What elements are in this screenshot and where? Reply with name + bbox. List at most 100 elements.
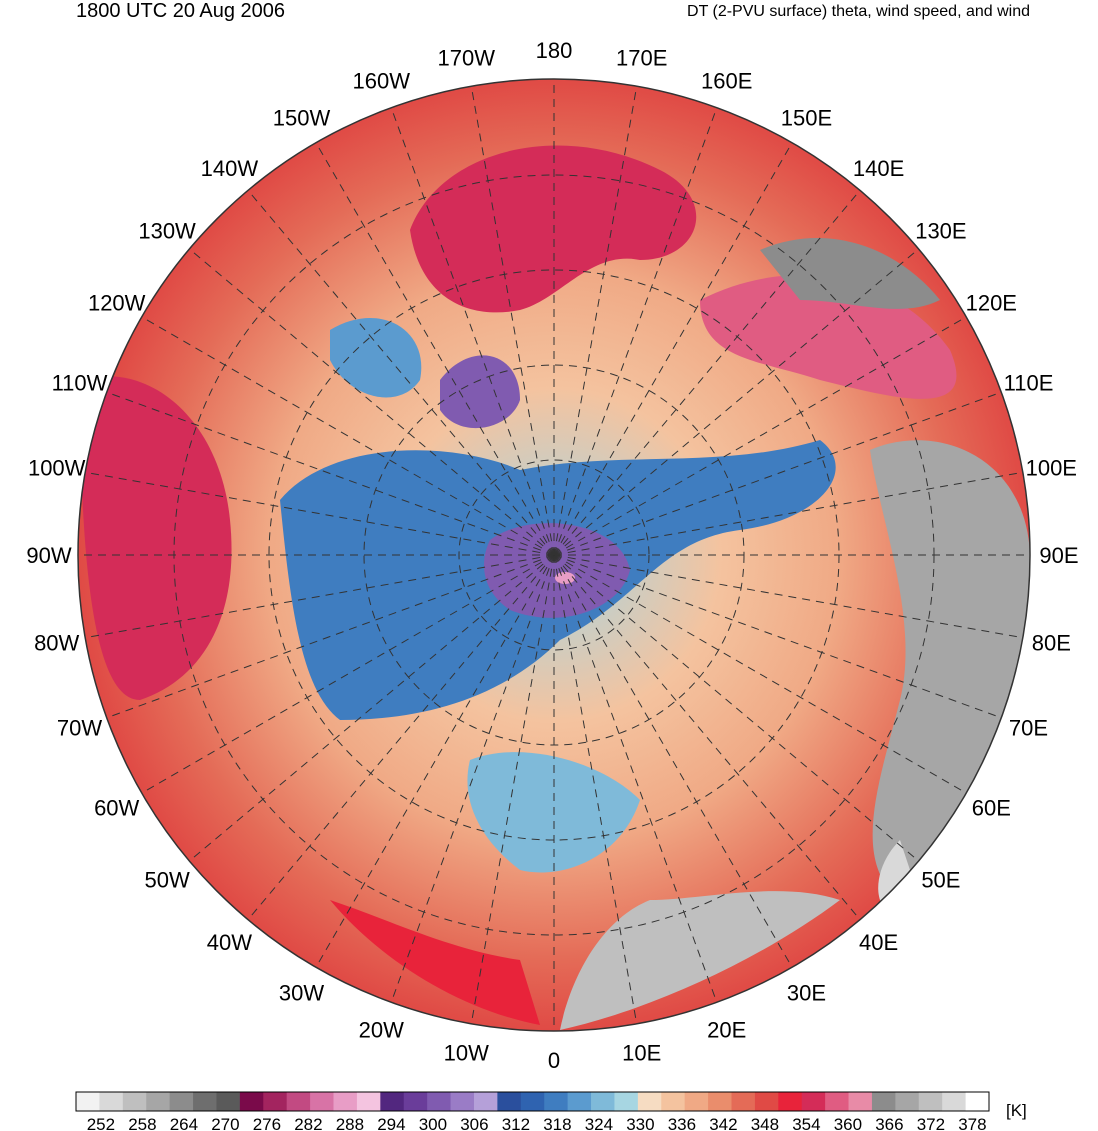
colorbar-swatch <box>708 1092 732 1111</box>
colorbar-swatch <box>918 1092 943 1111</box>
meridian-line <box>85 554 555 639</box>
colorbar-tick-label: 378 <box>958 1115 986 1131</box>
colorbar-tick-label: 348 <box>751 1115 779 1131</box>
colorbar-swatch <box>942 1092 967 1111</box>
meridian-line <box>553 554 718 1003</box>
colorbar-swatch <box>614 1092 639 1111</box>
colorbar-swatch <box>778 1092 803 1111</box>
meridian-line <box>553 554 638 1024</box>
colorbar-tick-label: 264 <box>170 1115 198 1131</box>
colorbar-tick-label: 324 <box>585 1115 613 1131</box>
longitude-labels: 180 170E 160E 150E 140E 130E 120E 110E 100E 90E 80… <box>26 38 1078 1073</box>
colorbar-tick-label: 294 <box>377 1115 405 1131</box>
longitude-label: 70E <box>1009 716 1048 741</box>
colorbar-tick-label: 342 <box>709 1115 737 1131</box>
colorbar-swatch <box>333 1092 358 1111</box>
longitude-label: 60W <box>94 796 139 821</box>
longitude-label: 170W <box>438 46 496 71</box>
colorbar-swatch <box>965 1092 990 1111</box>
colorbar-swatch <box>754 1092 779 1111</box>
map-grid <box>78 79 1030 1031</box>
longitude-label: 110W <box>52 370 108 395</box>
meridian-line <box>247 190 555 556</box>
meridian-line <box>553 554 1002 719</box>
meridian-line <box>553 554 861 920</box>
colorbar-swatch <box>450 1092 475 1111</box>
longitude-label: 50W <box>144 868 189 893</box>
longitude-label: 60E <box>972 796 1011 821</box>
meridian-line <box>141 554 555 794</box>
colorbar-swatch <box>169 1092 194 1111</box>
colorbar <box>76 1092 990 1111</box>
longitude-label: 90E <box>1039 543 1078 568</box>
colorbar-tick-label: 270 <box>211 1115 239 1131</box>
colorbar-tick-label: 366 <box>875 1115 903 1131</box>
valid-time-label: 1800 UTC 20 Aug 2006 <box>76 0 286 22</box>
meridian-line <box>470 554 555 1024</box>
colorbar-unit: [K] <box>1006 1101 1027 1120</box>
colorbar-swatch <box>356 1092 381 1111</box>
colorbar-swatch <box>403 1092 428 1111</box>
colorbar-swatch <box>427 1092 452 1111</box>
longitude-label: 100E <box>1026 455 1077 480</box>
longitude-label: 70W <box>57 716 102 741</box>
colorbar-swatch <box>895 1092 920 1111</box>
longitude-label: 30W <box>279 980 324 1005</box>
meridian-line <box>553 391 1002 556</box>
colorbar-tick-label: 258 <box>128 1115 156 1131</box>
meridian-line <box>553 471 1023 556</box>
colorbar-tick-label: 372 <box>917 1115 945 1131</box>
longitude-label: 10E <box>622 1040 661 1065</box>
meridian-line <box>390 554 555 1003</box>
meridian-line <box>315 142 555 556</box>
colorbar-swatch <box>239 1092 264 1111</box>
meridian-line <box>390 107 555 556</box>
colorbar-swatch <box>99 1092 124 1111</box>
colorbar-swatch <box>473 1092 498 1111</box>
colorbar-tick-label: 354 <box>792 1115 820 1131</box>
meridian-line <box>189 248 555 556</box>
longitude-label: 100W <box>28 455 86 480</box>
longitude-label: 140E <box>853 156 904 181</box>
longitude-label: 130E <box>915 218 966 243</box>
colorbar-swatch <box>848 1092 873 1111</box>
meridian-line <box>470 86 555 556</box>
longitude-label: 40E <box>859 930 898 955</box>
longitude-label: 10W <box>444 1040 489 1065</box>
longitude-label: 140W <box>201 156 259 181</box>
colorbar-swatch <box>520 1092 545 1111</box>
longitude-label: 90W <box>26 543 71 568</box>
longitude-label: 80E <box>1032 631 1071 656</box>
colorbar-tick-label: 360 <box>834 1115 862 1131</box>
meridian-line <box>141 316 555 556</box>
colorbar-swatch <box>216 1092 241 1111</box>
meridian-line <box>315 554 555 968</box>
longitude-label: 20E <box>707 1018 746 1043</box>
colorbar-swatch <box>193 1092 217 1111</box>
longitude-label: 160E <box>701 69 752 94</box>
colorbar-swatch <box>146 1092 171 1111</box>
meridian-line <box>553 554 1023 639</box>
colorbar-tick-label: 336 <box>668 1115 696 1131</box>
colorbar-swatch <box>871 1092 896 1111</box>
longitude-label: 180 <box>536 38 573 63</box>
colorbar-tick-label: 306 <box>460 1115 488 1131</box>
colorbar-tick-label: 318 <box>543 1115 571 1131</box>
longitude-label: 150E <box>781 106 832 131</box>
longitude-label: 160W <box>353 69 411 94</box>
meridian-line <box>85 471 555 556</box>
longitude-label: 110E <box>1004 370 1054 395</box>
longitude-label: 120W <box>88 291 146 316</box>
colorbar-swatch <box>731 1092 756 1111</box>
longitude-label: 40W <box>207 930 252 955</box>
meridian-line <box>553 190 861 556</box>
longitude-label: 50E <box>921 868 960 893</box>
colorbar-tick-label: 288 <box>336 1115 364 1131</box>
colorbar-swatch <box>76 1092 100 1111</box>
colorbar-frame <box>75 1091 990 1112</box>
colorbar-swatch <box>263 1092 288 1111</box>
meridian-line <box>247 554 555 920</box>
colorbar-tick-label: 282 <box>294 1115 322 1131</box>
longitude-label: 0 <box>548 1048 560 1073</box>
